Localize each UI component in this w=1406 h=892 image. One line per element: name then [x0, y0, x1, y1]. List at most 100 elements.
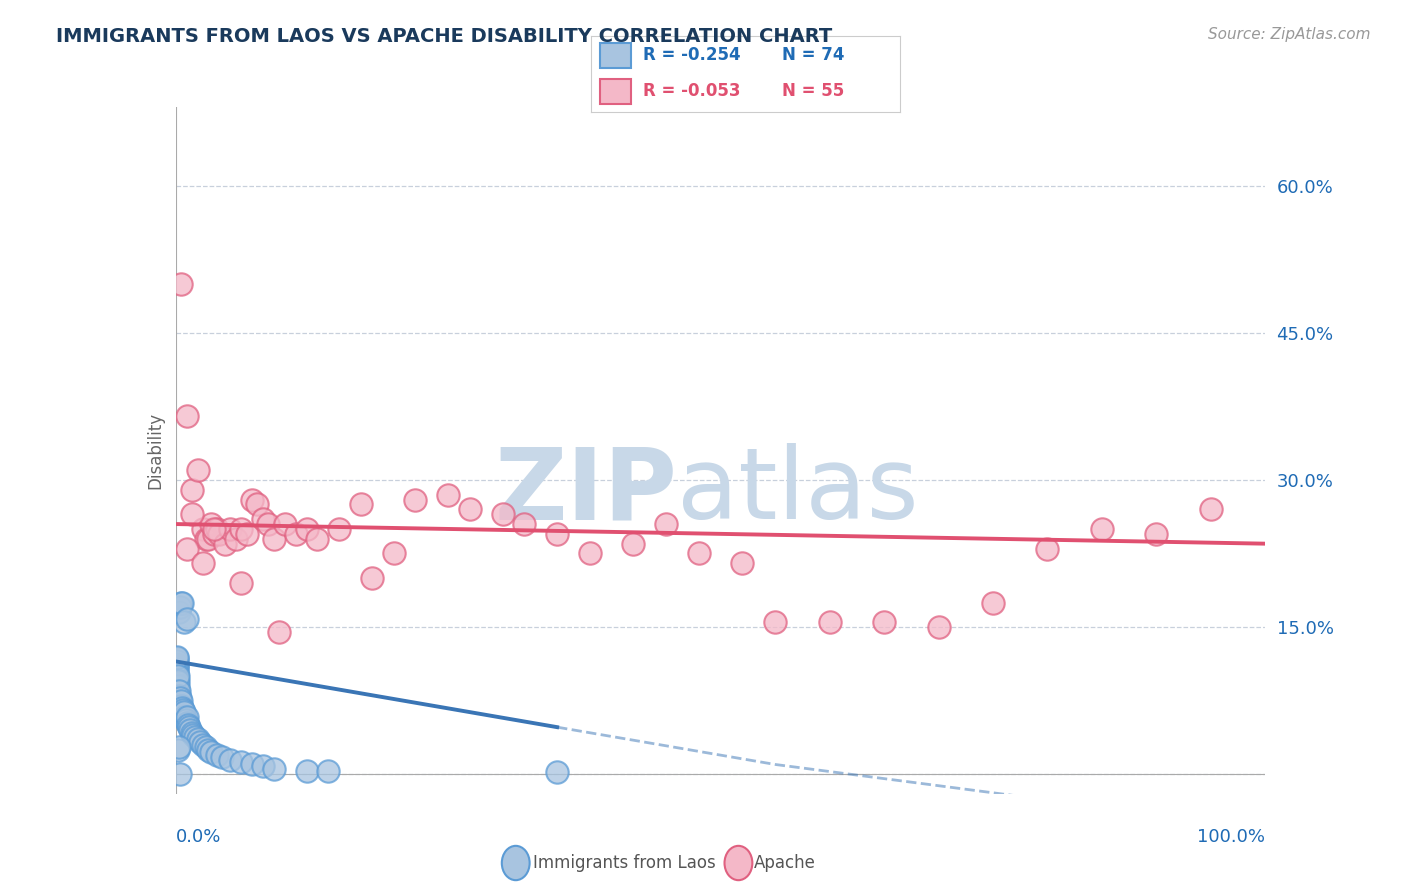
Point — [166, 671, 188, 685]
Point — [167, 683, 190, 698]
Point — [579, 546, 602, 561]
Point — [176, 710, 198, 724]
Point — [173, 706, 195, 720]
Point — [167, 674, 190, 689]
Point — [295, 764, 318, 779]
Point — [169, 697, 191, 711]
Point — [167, 687, 190, 701]
Point — [240, 492, 263, 507]
Point — [167, 694, 190, 708]
Point — [225, 532, 247, 546]
Point — [191, 557, 214, 571]
Point — [731, 557, 754, 571]
Point — [197, 532, 219, 546]
Point — [166, 674, 188, 689]
Y-axis label: Disability: Disability — [146, 412, 165, 489]
Point — [186, 463, 209, 477]
Point — [195, 532, 218, 546]
Point — [513, 517, 536, 532]
Point — [166, 667, 188, 681]
Point — [166, 681, 188, 695]
Point — [172, 596, 194, 610]
Point — [181, 726, 204, 740]
Point — [166, 664, 188, 679]
Point — [240, 757, 263, 772]
Point — [170, 698, 193, 713]
Point — [169, 690, 191, 705]
Point — [170, 703, 193, 717]
Point — [184, 730, 207, 744]
FancyBboxPatch shape — [600, 78, 631, 104]
Point — [167, 679, 190, 693]
Point — [173, 710, 195, 724]
Text: Immigrants from Laos: Immigrants from Laos — [533, 854, 716, 872]
Point — [166, 651, 188, 665]
Point — [350, 498, 373, 512]
Point — [360, 571, 382, 585]
Point — [167, 742, 190, 756]
Point — [169, 700, 191, 714]
Point — [166, 659, 188, 673]
Point — [458, 502, 481, 516]
Point — [1091, 522, 1114, 536]
Point — [231, 576, 253, 591]
Point — [167, 739, 190, 754]
Point — [328, 522, 350, 536]
Point — [200, 517, 222, 532]
Point — [546, 526, 568, 541]
Point — [235, 526, 257, 541]
Point — [818, 615, 841, 630]
Point — [981, 596, 1004, 610]
Point — [170, 596, 193, 610]
Point — [191, 522, 214, 536]
Point — [231, 522, 253, 536]
Point — [167, 689, 190, 703]
Point — [202, 522, 225, 536]
Point — [166, 669, 188, 683]
Point — [191, 738, 214, 752]
Point — [263, 532, 285, 546]
Point — [167, 690, 190, 705]
Point — [257, 517, 280, 532]
Point — [197, 742, 219, 756]
Point — [382, 546, 405, 561]
Point — [263, 762, 285, 776]
Point — [195, 739, 218, 754]
Point — [492, 507, 515, 521]
Point — [170, 694, 193, 708]
Text: ZIP: ZIP — [494, 443, 678, 541]
Point — [211, 749, 233, 764]
Text: N = 74: N = 74 — [782, 45, 845, 63]
Point — [269, 624, 291, 639]
Point — [188, 735, 211, 749]
Point — [546, 765, 568, 780]
Point — [166, 683, 188, 698]
Point — [405, 492, 427, 507]
Point — [208, 526, 231, 541]
Point — [205, 747, 228, 762]
Point — [176, 612, 198, 626]
Point — [1199, 502, 1222, 516]
Text: Source: ZipAtlas.com: Source: ZipAtlas.com — [1208, 27, 1371, 42]
Text: Apache: Apache — [754, 854, 815, 872]
Point — [173, 615, 195, 630]
Point — [928, 620, 950, 634]
Point — [177, 718, 200, 732]
Point — [176, 409, 198, 424]
Point — [166, 657, 188, 672]
Point — [214, 537, 236, 551]
Point — [166, 661, 188, 675]
Point — [167, 605, 190, 619]
Point — [873, 615, 896, 630]
Point — [295, 522, 318, 536]
Point — [176, 716, 198, 731]
Ellipse shape — [724, 846, 752, 880]
Point — [167, 669, 190, 683]
Text: R = -0.254: R = -0.254 — [643, 45, 741, 63]
Point — [166, 677, 188, 691]
Point — [621, 537, 644, 551]
Point — [172, 700, 194, 714]
Point — [252, 512, 274, 526]
Point — [252, 759, 274, 773]
Point — [246, 498, 269, 512]
